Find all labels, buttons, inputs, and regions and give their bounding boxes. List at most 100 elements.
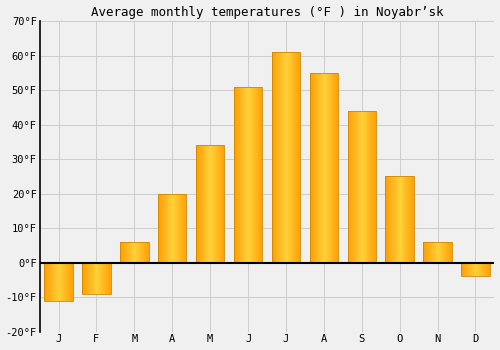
Bar xyxy=(478,262,480,276)
Bar xyxy=(411,176,412,262)
Bar xyxy=(336,73,337,262)
Bar xyxy=(251,87,252,262)
Bar xyxy=(250,87,251,262)
Bar xyxy=(281,52,282,262)
Bar xyxy=(361,111,362,262)
Bar xyxy=(127,242,128,262)
Bar xyxy=(445,242,446,262)
Bar xyxy=(64,262,65,301)
Bar xyxy=(328,73,330,262)
Bar xyxy=(206,145,208,262)
Bar xyxy=(107,262,108,294)
Bar xyxy=(286,52,287,262)
Bar xyxy=(54,262,56,301)
Bar xyxy=(350,111,352,262)
Bar xyxy=(431,242,432,262)
Bar xyxy=(483,262,484,276)
Bar xyxy=(102,262,103,294)
Bar xyxy=(137,242,138,262)
Bar xyxy=(234,87,235,262)
Bar xyxy=(468,262,469,276)
Bar xyxy=(49,262,50,301)
Bar xyxy=(161,194,162,262)
Bar xyxy=(101,262,102,294)
Bar xyxy=(481,262,482,276)
Bar xyxy=(51,262,52,301)
Bar xyxy=(442,242,444,262)
Bar xyxy=(134,242,136,262)
Bar xyxy=(289,52,290,262)
Bar xyxy=(181,194,182,262)
Bar xyxy=(252,87,253,262)
Bar xyxy=(318,73,319,262)
Bar xyxy=(395,176,396,262)
Bar xyxy=(89,262,90,294)
Bar xyxy=(358,111,359,262)
Bar xyxy=(94,262,96,294)
Bar xyxy=(393,176,394,262)
Bar xyxy=(50,262,51,301)
Bar xyxy=(244,87,245,262)
Bar xyxy=(464,262,465,276)
Bar xyxy=(449,242,450,262)
Bar xyxy=(355,111,356,262)
Bar xyxy=(330,73,332,262)
Bar xyxy=(71,262,72,301)
Bar xyxy=(471,262,472,276)
Bar xyxy=(397,176,398,262)
Bar xyxy=(184,194,186,262)
Bar xyxy=(272,52,300,262)
Bar xyxy=(159,194,160,262)
Bar xyxy=(249,87,250,262)
Bar xyxy=(125,242,126,262)
Bar xyxy=(175,194,176,262)
Bar xyxy=(357,111,358,262)
Bar xyxy=(213,145,214,262)
Bar xyxy=(53,262,54,301)
Bar xyxy=(180,194,181,262)
Bar xyxy=(274,52,276,262)
Bar xyxy=(91,262,92,294)
Bar xyxy=(124,242,125,262)
Bar xyxy=(486,262,487,276)
Bar xyxy=(451,242,452,262)
Bar xyxy=(126,242,127,262)
Bar xyxy=(215,145,216,262)
Bar xyxy=(83,262,84,294)
Bar xyxy=(372,111,373,262)
Bar xyxy=(196,145,197,262)
Bar xyxy=(364,111,366,262)
Bar xyxy=(67,262,68,301)
Bar xyxy=(168,194,170,262)
Bar xyxy=(348,111,350,262)
Bar xyxy=(432,242,433,262)
Bar xyxy=(120,242,121,262)
Bar xyxy=(290,52,292,262)
Bar xyxy=(489,262,490,276)
Bar xyxy=(410,176,411,262)
Bar xyxy=(406,176,408,262)
Bar xyxy=(100,262,101,294)
Bar xyxy=(444,242,445,262)
Bar xyxy=(179,194,180,262)
Bar xyxy=(69,262,70,301)
Bar xyxy=(121,242,122,262)
Bar xyxy=(484,262,485,276)
Bar xyxy=(472,262,474,276)
Bar xyxy=(428,242,429,262)
Bar xyxy=(438,242,440,262)
Bar xyxy=(144,242,145,262)
Bar xyxy=(388,176,390,262)
Bar xyxy=(176,194,177,262)
Bar xyxy=(103,262,104,294)
Bar xyxy=(253,87,254,262)
Bar xyxy=(70,262,71,301)
Bar xyxy=(44,262,73,301)
Bar xyxy=(143,242,144,262)
Bar xyxy=(204,145,206,262)
Bar xyxy=(108,262,109,294)
Bar xyxy=(145,242,146,262)
Bar xyxy=(68,262,69,301)
Bar xyxy=(354,111,355,262)
Bar xyxy=(84,262,85,294)
